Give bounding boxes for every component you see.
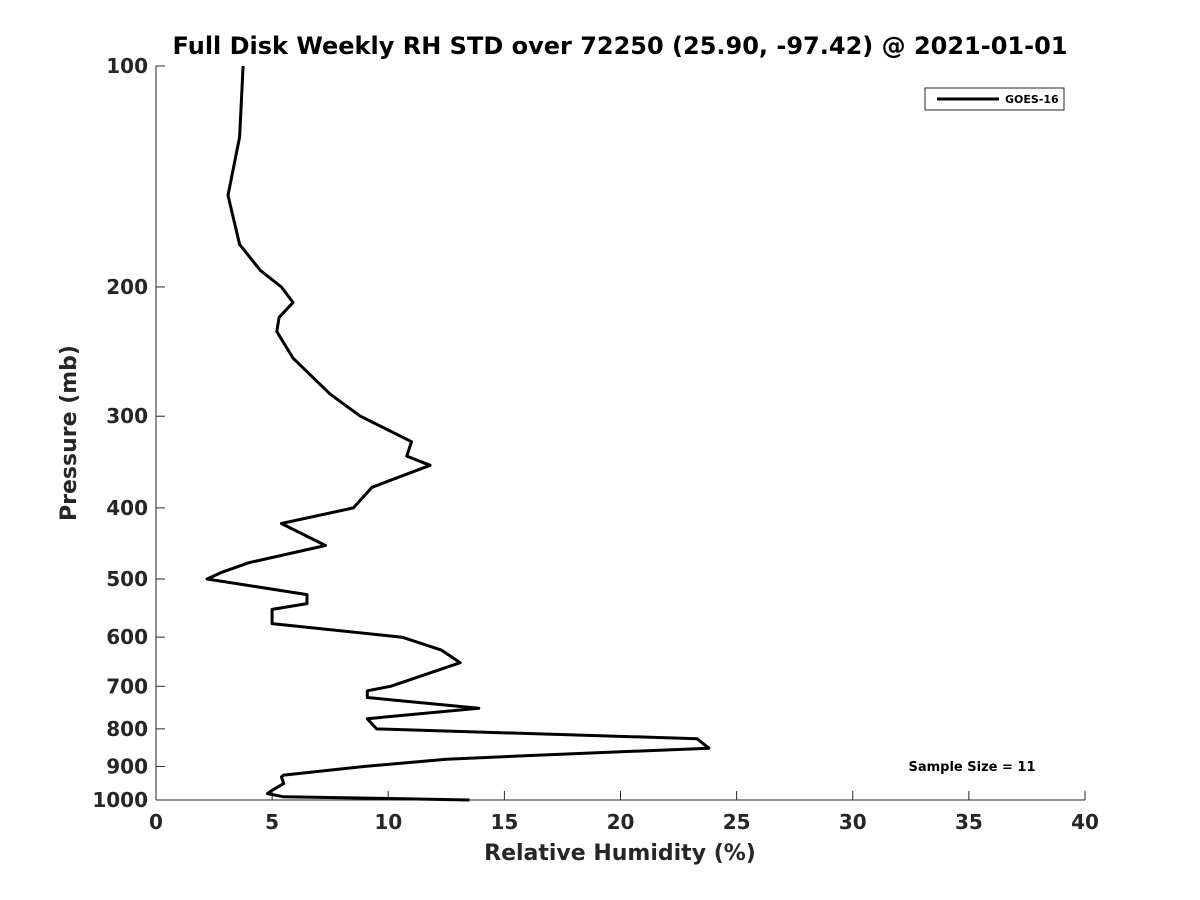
x-tick-label: 25 bbox=[723, 810, 751, 834]
x-axis-label: Relative Humidity (%) bbox=[484, 841, 756, 866]
y-axis-label: Pressure (mb) bbox=[57, 345, 82, 521]
x-tick-label: 40 bbox=[1071, 810, 1099, 834]
y-tick-label: 600 bbox=[106, 625, 148, 649]
x-tick-label: 30 bbox=[839, 810, 867, 834]
x-tick-label: 0 bbox=[149, 810, 163, 834]
x-tick-label: 15 bbox=[490, 810, 518, 834]
y-tick-label: 700 bbox=[106, 674, 148, 698]
y-tick-label: 400 bbox=[106, 496, 148, 520]
y-tick-label: 1000 bbox=[92, 788, 148, 812]
series-line-goes-16 bbox=[205, 65, 711, 802]
y-tick-label: 500 bbox=[106, 567, 148, 591]
x-ticks: 0 5 10 15 20 25 30 35 40 bbox=[149, 791, 1099, 834]
legend: GOES-16 bbox=[924, 87, 1065, 111]
y-tick-label: 900 bbox=[106, 754, 148, 778]
y-tick-label: 200 bbox=[106, 275, 148, 299]
y-tick-label: 800 bbox=[106, 717, 148, 741]
y-ticks: 100 200 300 400 500 600 700 800 900 1000 bbox=[92, 54, 165, 812]
sample-size-annotation: Sample Size = 11 bbox=[908, 760, 1035, 775]
x-tick-label: 10 bbox=[374, 810, 402, 834]
x-tick-label: 20 bbox=[607, 810, 635, 834]
y-tick-label: 100 bbox=[106, 54, 148, 78]
x-tick-label: 5 bbox=[265, 810, 279, 834]
chart-title: Full Disk Weekly RH STD over 72250 (25.9… bbox=[173, 32, 1068, 60]
x-tick-label: 35 bbox=[955, 810, 983, 834]
y-tick-label: 300 bbox=[106, 404, 148, 428]
legend-label: GOES-16 bbox=[1005, 93, 1059, 106]
